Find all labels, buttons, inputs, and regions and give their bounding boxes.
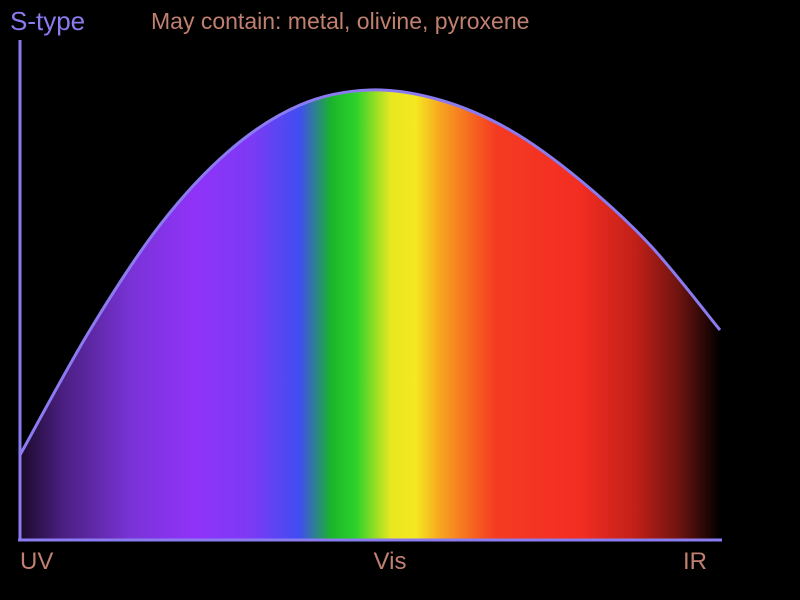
chart-title: S-type bbox=[10, 6, 85, 36]
chart-subtitle: May contain: metal, olivine, pyroxene bbox=[151, 8, 529, 34]
spectrum-area bbox=[20, 89, 720, 540]
x-tick-label-ir: IR bbox=[683, 548, 707, 575]
x-tick-label-uv: UV bbox=[20, 548, 53, 575]
reflectance-curve bbox=[18, 88, 722, 456]
x-tick-label-vis: Vis bbox=[374, 548, 407, 575]
